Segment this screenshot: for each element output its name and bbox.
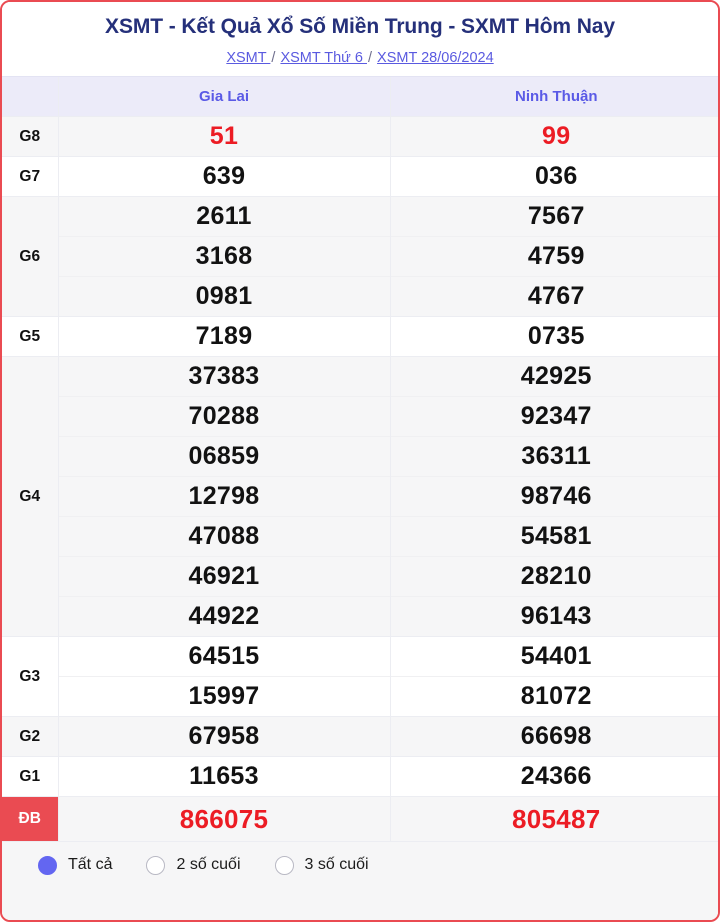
prize-number: 67958 <box>57 716 390 757</box>
column-header-corner <box>2 76 58 117</box>
table-row: G8 51 99 <box>2 116 718 157</box>
prize-number: 42925 <box>389 356 718 397</box>
prize-number: 036 <box>389 156 718 197</box>
table-row: G4 37383 42925 <box>2 356 718 637</box>
table-row: 44922 96143 <box>2 596 718 637</box>
prize-number: 7189 <box>57 316 390 357</box>
prize-label-G7: G7 <box>2 156 58 197</box>
breadcrumb-link-0[interactable]: XSMT <box>226 50 271 67</box>
prize-label-G2: G2 <box>2 716 58 757</box>
prize-label-G1: G1 <box>2 756 58 797</box>
prize-number: 805487 <box>389 796 718 841</box>
filter-footer: Tất cả 2 số cuối 3 số cuối <box>2 840 718 920</box>
column-header-ninh-thuan: Ninh Thuận <box>389 76 718 117</box>
prize-label-G6: G6 <box>2 196 58 317</box>
table-row: 3168 4759 <box>2 236 718 277</box>
prize-number: 3168 <box>57 236 390 277</box>
table-row: ĐB 866075 805487 <box>2 796 718 841</box>
column-header-gia-lai: Gia Lai <box>57 76 390 117</box>
table-row: 46921 28210 <box>2 556 718 597</box>
prize-number: 47088 <box>57 516 390 557</box>
prize-number: 44922 <box>57 596 390 637</box>
filter-option-2[interactable]: 3 số cuối <box>274 855 369 875</box>
breadcrumb-link-2[interactable]: XSMT Thứ 6 <box>280 50 367 67</box>
filter-option-0[interactable]: Tất cả <box>38 855 113 875</box>
prize-number: 98746 <box>389 476 718 517</box>
filter-option-label: 3 số cuối <box>304 856 369 874</box>
breadcrumb: XSMT / XSMT Thứ 6 / XSMT 28/06/2024 <box>12 49 708 68</box>
table-row: 06859 36311 <box>2 436 718 477</box>
results-table-body: G8 51 99 G7 639 036 G6 2611 7567 3168 4759 0981 4767… <box>2 116 718 841</box>
prize-number: 15997 <box>57 676 390 717</box>
prize-number: 24366 <box>389 756 718 797</box>
prize-label-ĐB: ĐB <box>2 796 58 841</box>
prize-number: 99 <box>389 116 718 157</box>
table-row: 15997 81072 <box>2 676 718 717</box>
table-row: G2 67958 66698 <box>2 716 718 757</box>
table-row: 47088 54581 <box>2 516 718 557</box>
prize-label-G4: G4 <box>2 356 58 637</box>
filter-option-1[interactable]: 2 số cuối <box>146 855 241 875</box>
prize-number: 46921 <box>57 556 390 597</box>
prize-number: 66698 <box>389 716 718 757</box>
table-row: 70288 92347 <box>2 396 718 437</box>
prize-number: 0735 <box>389 316 718 357</box>
prize-number: 51 <box>57 116 390 157</box>
prize-number: 0981 <box>57 276 390 317</box>
prize-number: 54401 <box>389 636 718 677</box>
table-row: G7 639 036 <box>2 156 718 197</box>
table-row: 0981 4767 <box>2 276 718 317</box>
breadcrumb-separator: / <box>271 50 276 67</box>
prize-number: 36311 <box>389 436 718 477</box>
radio-unselected-icon[interactable] <box>274 855 294 875</box>
radio-selected-icon[interactable] <box>38 855 57 875</box>
filter-option-label: 2 số cuối <box>176 856 241 874</box>
prize-number: 64515 <box>57 636 390 677</box>
prize-number: 81072 <box>389 676 718 717</box>
prize-label-G5: G5 <box>2 316 58 357</box>
table-row: 12798 98746 <box>2 476 718 517</box>
prize-number: 92347 <box>389 396 718 437</box>
table-row: G1 11653 24366 <box>2 756 718 797</box>
prize-number: 96143 <box>389 596 718 637</box>
prize-number: 639 <box>57 156 390 197</box>
table-row: G3 64515 54401 <box>2 636 718 717</box>
prize-number: 2611 <box>57 196 390 237</box>
table-header-row: Gia Lai Ninh Thuận <box>2 76 718 117</box>
prize-number: 54581 <box>389 516 718 557</box>
prize-number: 28210 <box>389 556 718 597</box>
prize-number: 70288 <box>57 396 390 437</box>
prize-number: 06859 <box>57 436 390 477</box>
prize-number: 37383 <box>57 356 390 397</box>
prize-number: 4759 <box>389 236 718 277</box>
prize-label-G8: G8 <box>2 116 58 157</box>
prize-number: 866075 <box>57 796 390 841</box>
prize-number: 7567 <box>389 196 718 237</box>
page-title: XSMT - Kết Quả Xổ Số Miền Trung - SXMT H… <box>105 15 615 38</box>
card-header: XSMT - Kết Quả Xổ Số Miền Trung - SXMT H… <box>2 2 718 77</box>
radio-unselected-icon[interactable] <box>146 855 166 875</box>
filter-option-label: Tất cả <box>68 856 113 874</box>
table-row: G5 7189 0735 <box>2 316 718 357</box>
table-row: G6 2611 7567 <box>2 196 718 317</box>
digit-filter-radio-group: Tất cả 2 số cuối 3 số cuối <box>38 855 403 875</box>
prize-number: 12798 <box>57 476 390 517</box>
prize-number: 11653 <box>57 756 390 797</box>
prize-label-G3: G3 <box>2 636 58 717</box>
breadcrumb-link-4[interactable]: XSMT 28/06/2024 <box>377 50 494 67</box>
breadcrumb-separator: / <box>367 50 373 67</box>
results-table: Gia Lai Ninh Thuận G8 51 99 G7 639 036 G6 2611 7… <box>2 76 718 841</box>
prize-number: 4767 <box>389 276 718 317</box>
